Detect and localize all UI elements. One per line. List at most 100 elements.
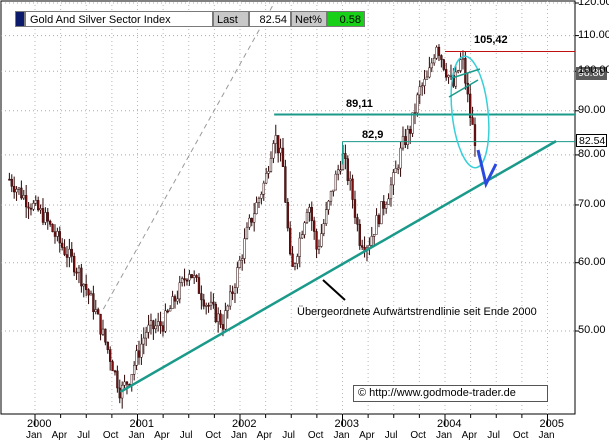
candle-body <box>281 147 285 167</box>
candle-body <box>51 224 54 233</box>
candle-body <box>265 173 268 184</box>
candle-body <box>27 206 30 209</box>
candle-body <box>140 343 143 358</box>
candle-body <box>75 271 78 274</box>
candle-body <box>317 246 321 250</box>
candle-body <box>337 169 340 175</box>
candle-body <box>154 325 157 330</box>
candle-body <box>104 328 107 343</box>
candle-body <box>125 381 129 385</box>
candle-body <box>147 324 150 333</box>
candle-body <box>157 321 160 327</box>
secondary-price-tag: 98.80 <box>576 67 607 80</box>
x-year-label: 2003 <box>334 418 359 430</box>
candle-body <box>221 324 225 330</box>
candle-body <box>466 82 469 95</box>
candle-body <box>65 254 69 258</box>
candle-body <box>361 245 364 248</box>
last-label: Last <box>213 11 249 27</box>
x-month-label: Jan <box>538 430 555 441</box>
candle-body <box>308 207 311 213</box>
x-month-label: Oct <box>102 430 119 441</box>
candle-body <box>411 112 414 134</box>
candle-body <box>142 337 145 345</box>
y-tick-label: 60.00 <box>578 255 606 268</box>
x-month-label: Oct <box>307 430 324 441</box>
candle-body <box>135 350 138 366</box>
candle-body <box>245 226 249 239</box>
y-tick-label: 70.00 <box>578 197 606 210</box>
candle-body <box>303 222 306 235</box>
candle-body <box>243 238 246 259</box>
candle-body <box>449 74 453 77</box>
candle-body <box>298 237 301 257</box>
candle-body <box>92 293 95 312</box>
candle-body <box>188 274 191 281</box>
candle-body <box>82 284 85 287</box>
candle-body <box>164 310 167 332</box>
index-title: Gold And Silver Sector Index <box>25 11 213 27</box>
net-value: 0.58 <box>327 11 365 27</box>
candle-body <box>41 208 45 223</box>
candle-body <box>392 172 395 186</box>
candle-body <box>274 135 277 144</box>
candles-layer <box>8 44 477 409</box>
candle-body <box>231 291 234 294</box>
x-year-label: 2001 <box>129 418 154 430</box>
candle-body <box>20 187 23 199</box>
candle-body <box>409 128 412 134</box>
candle-body <box>193 275 196 278</box>
copyright-box[interactable]: © http://www.godmode-trader.de <box>353 385 548 402</box>
pattern-line-upper <box>451 68 481 79</box>
candle-body <box>454 71 457 87</box>
candle-body <box>272 143 275 159</box>
candle-body <box>152 320 155 330</box>
candle-body <box>44 212 47 223</box>
candle-body <box>423 78 426 86</box>
candle-body <box>173 296 177 302</box>
candle-body <box>58 231 61 244</box>
x-month-label: Apr <box>359 430 375 441</box>
candle-body <box>56 231 59 237</box>
candle-body <box>457 70 460 73</box>
candle-body <box>63 247 66 255</box>
candle-body <box>32 203 35 210</box>
candle-body <box>70 248 73 257</box>
x-month-label: Jul <box>384 430 398 441</box>
candle-body <box>37 200 40 211</box>
candle-body <box>370 236 373 246</box>
y-tick-label: 110.00 <box>578 28 609 41</box>
candle-body <box>73 256 76 273</box>
x-axis <box>34 414 548 426</box>
copyright-text: http://www.godmode-trader.de <box>369 387 516 399</box>
x-month-label: Jul <box>282 430 296 441</box>
candle-body <box>212 301 215 305</box>
candle-body <box>284 166 287 203</box>
candle-body <box>97 309 100 315</box>
candle-body <box>447 75 450 78</box>
candle-body <box>277 135 280 154</box>
candle-body <box>233 287 237 294</box>
candle-body <box>10 179 13 187</box>
candle-body <box>464 58 467 84</box>
trendline-pointer <box>322 279 346 301</box>
candle-body <box>418 86 421 96</box>
candle-body <box>305 212 309 224</box>
last-value: 82.54 <box>249 11 291 27</box>
candle-body <box>207 304 210 307</box>
candle-body <box>406 128 409 145</box>
high-label: 105,42 <box>474 34 508 46</box>
candle-body <box>346 158 349 181</box>
candle-body <box>353 199 357 218</box>
y-tick-label: 100.00 <box>578 64 609 77</box>
candle-body <box>380 201 383 225</box>
current-price-tag: 82.54 <box>576 134 607 147</box>
candle-body <box>377 215 381 225</box>
candle-body <box>25 195 28 208</box>
candle-body <box>190 274 193 278</box>
candle-body <box>238 259 241 268</box>
candle-body <box>334 173 337 191</box>
candle-body <box>118 387 121 399</box>
candle-body <box>224 310 227 330</box>
candle-body <box>217 313 220 322</box>
